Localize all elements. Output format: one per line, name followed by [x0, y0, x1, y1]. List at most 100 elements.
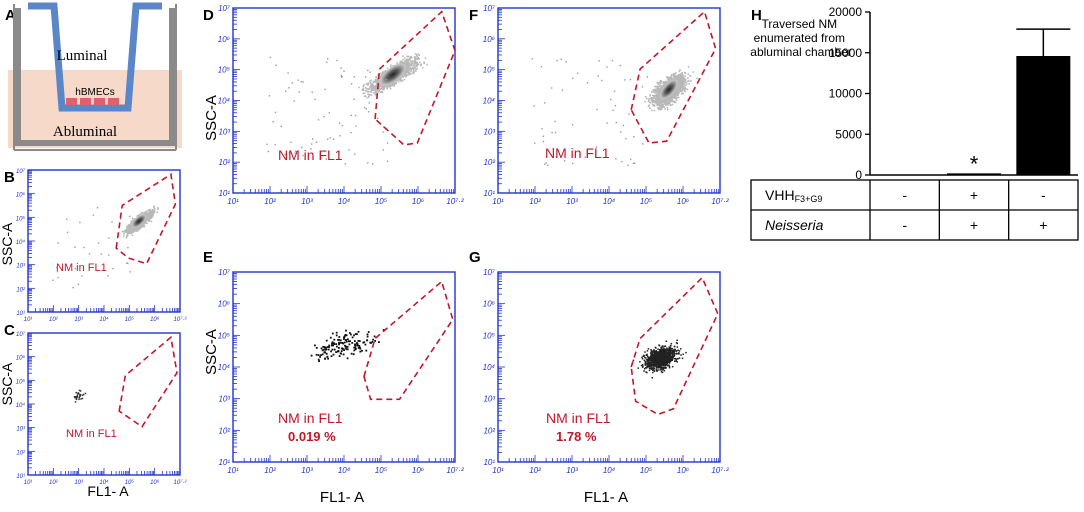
event-dot: [652, 372, 654, 374]
y-tick-label: 10⁷: [483, 268, 496, 277]
event-dot: [676, 99, 678, 101]
event-dot: [378, 91, 380, 93]
event-dot: [416, 62, 418, 64]
outlier-dot: [341, 75, 342, 76]
event-dot: [659, 82, 661, 84]
event-dot: [319, 356, 321, 358]
event-dot: [650, 349, 652, 351]
outlier-dot: [318, 119, 319, 120]
event-dot: [358, 331, 360, 333]
event-dot: [353, 334, 355, 336]
event-dot: [656, 94, 658, 96]
event-dot: [419, 62, 421, 64]
event-dot: [145, 222, 147, 224]
event-dot: [324, 347, 326, 349]
outlier-dot: [596, 109, 597, 110]
y-tick-label: 10⁴: [483, 363, 496, 372]
event-dot: [672, 104, 674, 106]
event-dot: [678, 97, 680, 99]
outlier-dot: [565, 61, 566, 62]
outlier-dot: [577, 73, 578, 74]
y-tick-label: 10⁶: [483, 35, 496, 44]
event-dot: [321, 348, 323, 350]
event-dot: [129, 228, 131, 230]
event-dot: [340, 339, 342, 341]
x-tick-label: 10⁵: [375, 197, 388, 206]
event-dot: [417, 57, 419, 59]
y-tick-label: 10⁴: [483, 97, 496, 106]
x-tick-label: 10⁴: [338, 197, 351, 206]
event-dot: [365, 87, 367, 89]
outlier-dot: [620, 65, 621, 66]
outlier-dot: [67, 232, 68, 233]
event-dot: [374, 93, 376, 95]
x-tick-label: 10⁷·²: [174, 479, 188, 486]
event-dot: [415, 66, 417, 68]
event-dot: [666, 82, 668, 84]
y-tick-label: 10⁵: [483, 331, 496, 340]
plot-frame: [498, 272, 720, 462]
outlier-dot: [345, 163, 346, 164]
y-tick-label: 10⁵: [483, 66, 496, 75]
event-dot: [340, 353, 342, 355]
event-dot: [343, 354, 345, 356]
outlier-dot: [274, 144, 275, 145]
outlier-dot: [287, 72, 288, 73]
event-dot: [415, 58, 417, 60]
event-dot: [76, 392, 78, 394]
event-dot: [343, 337, 345, 339]
event-dot: [361, 350, 363, 352]
outlier-dot: [628, 114, 629, 115]
event-dot: [682, 75, 684, 77]
event-dot: [335, 351, 337, 353]
panel-letter-h: H: [751, 7, 762, 24]
event-dot: [381, 91, 383, 93]
event-dot: [375, 79, 377, 81]
event-dot: [412, 60, 414, 62]
event-dot: [662, 107, 664, 109]
y-tick-label: 10⁶: [16, 192, 26, 199]
outlier-dot: [281, 126, 282, 127]
event-dot: [664, 102, 666, 104]
event-dot: [659, 109, 661, 111]
outlier-dot: [377, 118, 378, 119]
event-dot: [681, 82, 683, 84]
outlier-dot: [555, 132, 556, 133]
luminal-label: Luminal: [57, 48, 108, 64]
event-dot: [410, 61, 412, 63]
event-dot: [669, 79, 671, 81]
outlier-dot: [630, 159, 631, 160]
event-dot: [663, 100, 665, 102]
outlier-dot: [89, 253, 90, 254]
outlier-dot: [57, 277, 58, 278]
event-dot: [661, 100, 663, 102]
event-dot: [372, 339, 374, 341]
outlier-dot: [316, 142, 317, 143]
y-tick-label: 10³: [218, 395, 230, 404]
event-dot: [345, 330, 347, 332]
event-dot: [371, 87, 373, 89]
y-tick-label: 10³: [483, 127, 495, 136]
event-dot: [408, 56, 410, 58]
event-dot: [647, 350, 649, 352]
event-dot: [416, 55, 418, 57]
outlier-dot: [383, 149, 384, 150]
event-dot: [123, 235, 125, 237]
event-dot: [333, 354, 335, 356]
event-dot: [407, 74, 409, 76]
event-dot: [680, 88, 682, 90]
event-dot: [76, 399, 78, 401]
outlier-dot: [572, 124, 573, 125]
outlier-dot: [270, 57, 271, 58]
event-dot: [400, 78, 402, 80]
event-dot: [405, 64, 407, 66]
event-dot: [657, 84, 659, 86]
event-dot: [328, 349, 330, 351]
event-dot: [665, 103, 667, 105]
outlier-dot: [98, 242, 99, 243]
event-dot: [426, 64, 428, 66]
event-dot: [679, 71, 681, 73]
y-tick-label: 10³: [483, 395, 495, 404]
event-dot: [678, 88, 680, 90]
event-dot: [670, 104, 672, 106]
